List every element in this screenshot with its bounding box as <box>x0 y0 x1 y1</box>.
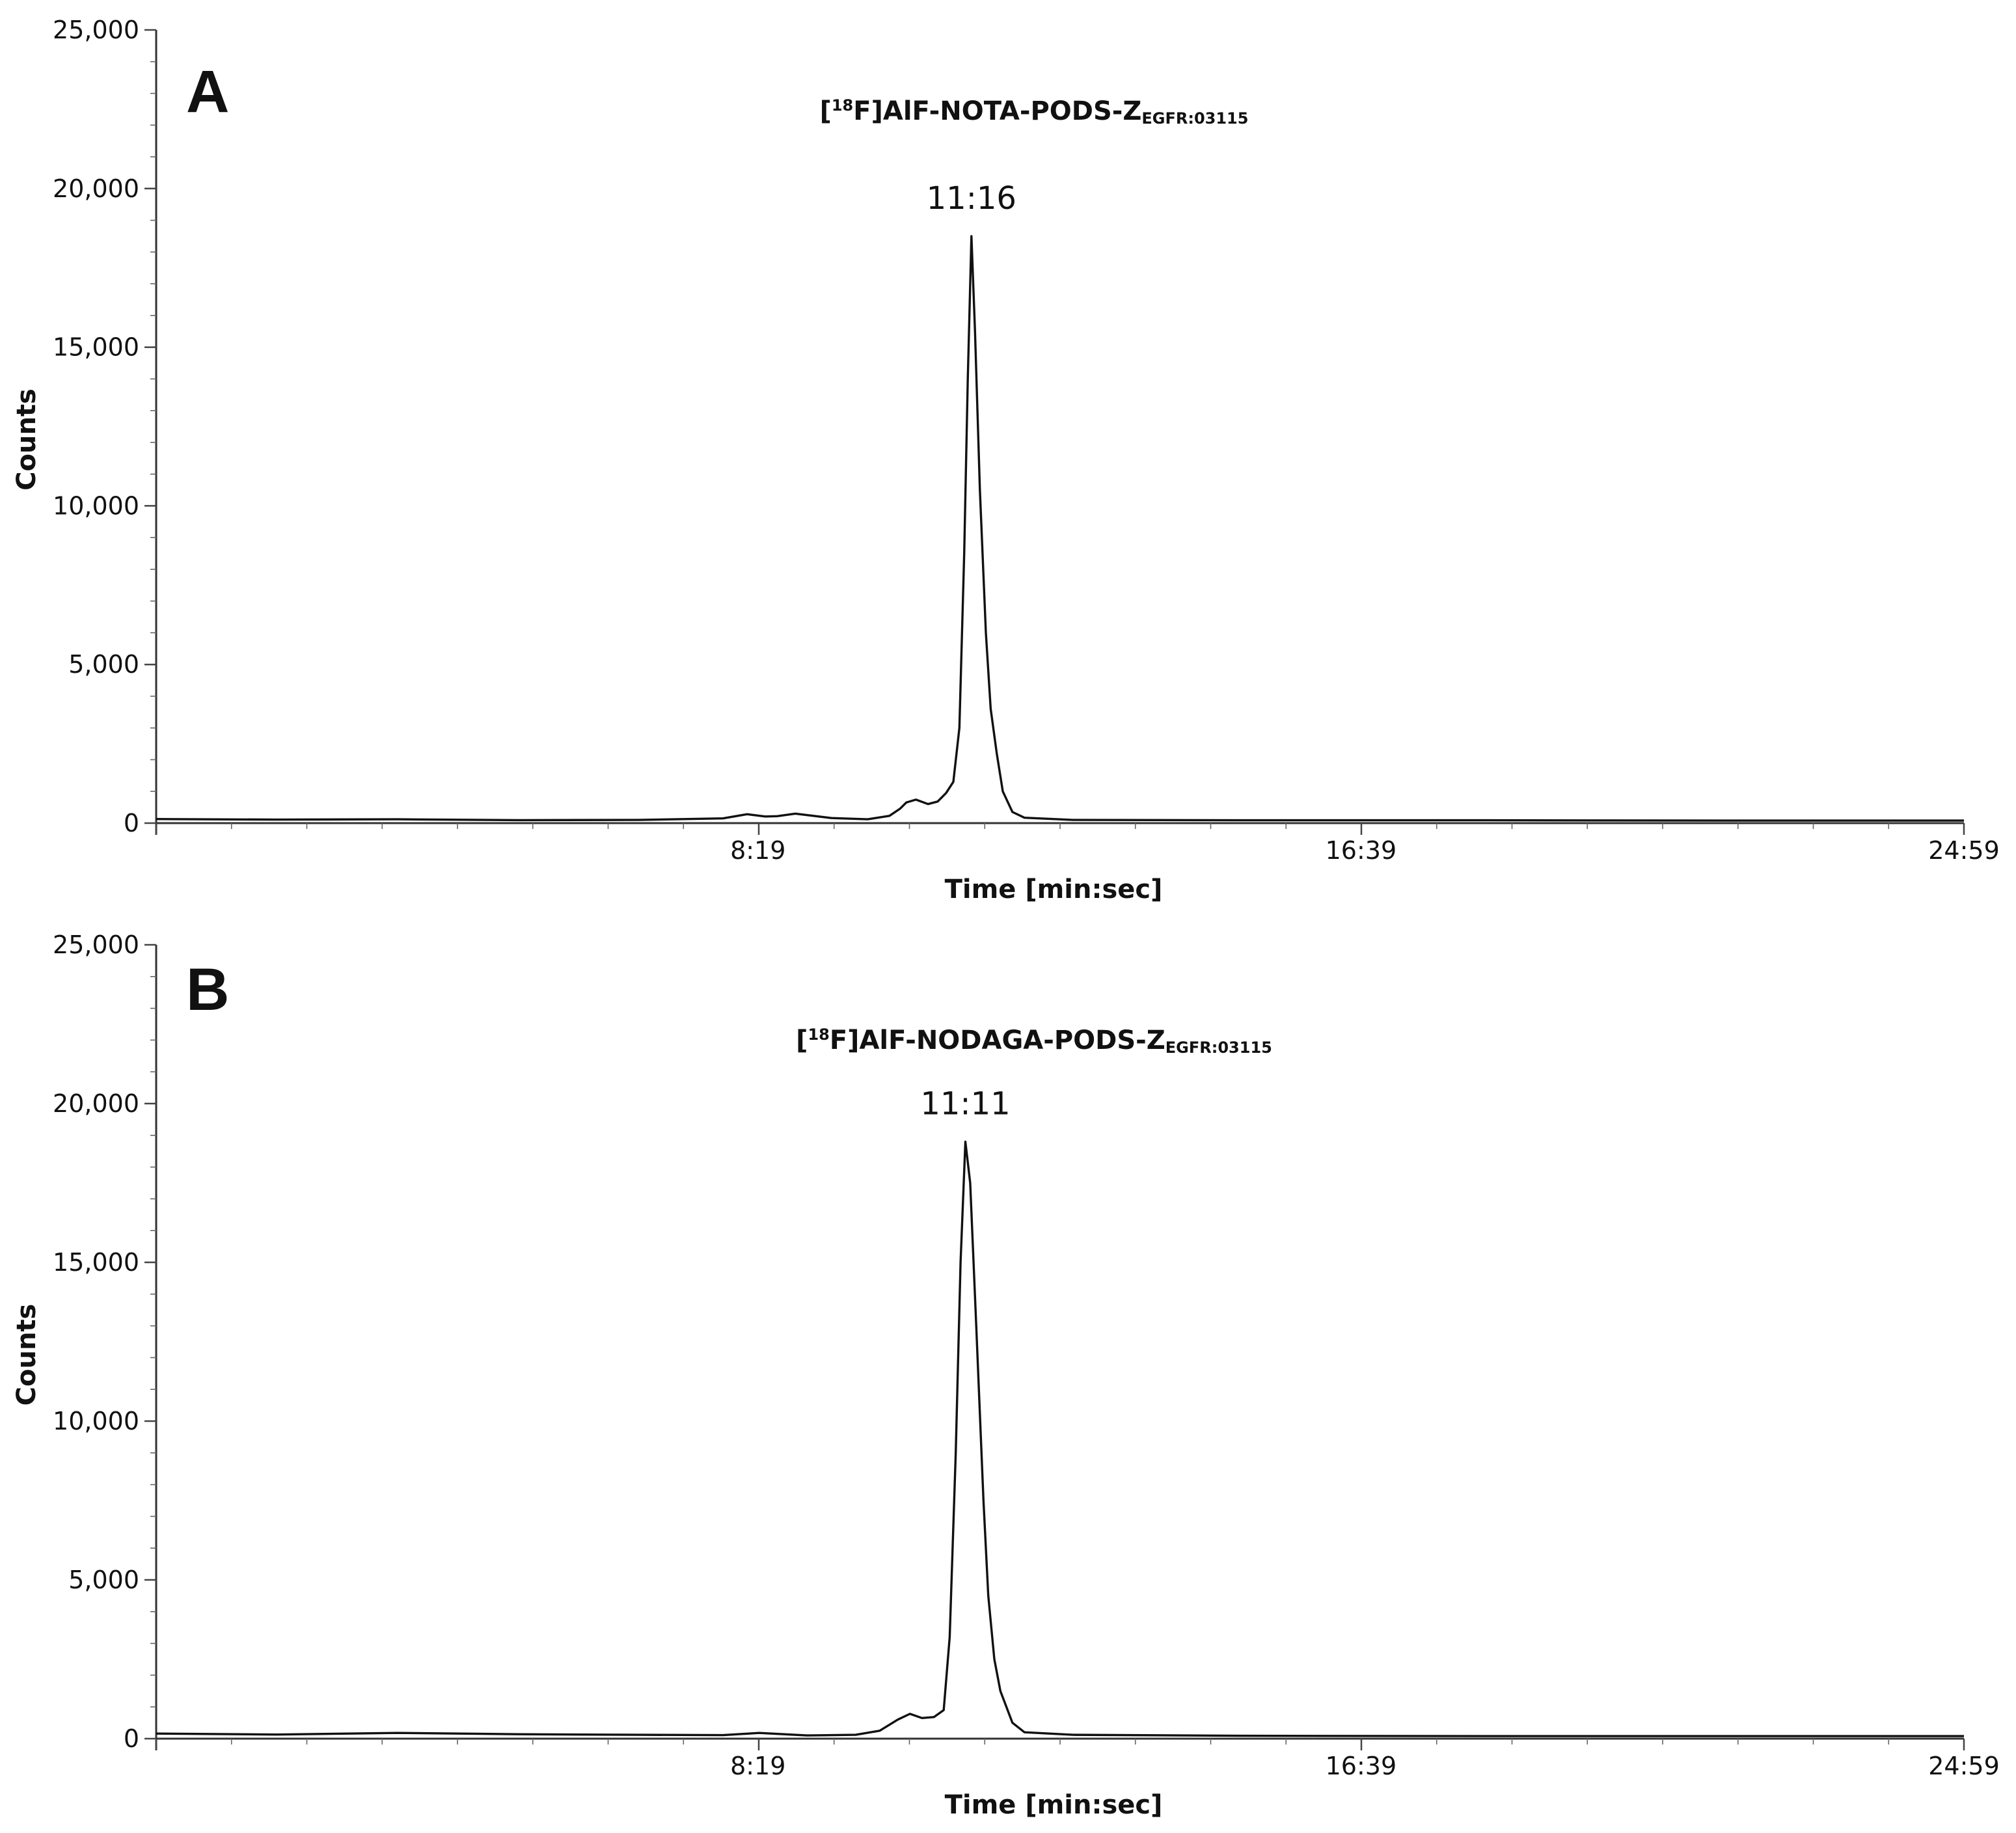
chart-panel-b: 0 5,000 10,000 15,000 20,000 25,000 8:19 16:39 2… <box>12 930 2000 1820</box>
y-tick-label: 0 <box>124 809 139 837</box>
y-axis-title: Counts <box>12 1304 42 1406</box>
x-axis-title: Time [min:sec] <box>945 875 1163 904</box>
x-tick-label: 16:39 <box>1326 836 1397 865</box>
x-axis-title: Time [min:sec] <box>945 1790 1163 1820</box>
chromatogram-trace <box>156 1140 1964 1737</box>
y-tick-label: 15,000 <box>53 1248 139 1277</box>
y-tick-label: 5,000 <box>68 650 139 679</box>
y-tick-label: 25,000 <box>53 930 139 959</box>
peak-label: 11:11 <box>920 1086 1010 1122</box>
x-tick-label: 24:59 <box>1928 1752 2000 1780</box>
peak-label: 11:16 <box>927 180 1016 217</box>
chart-panel-a: 0 5,000 10,000 15,000 20,000 25,000 8:19 16:39 2… <box>12 16 2000 904</box>
y-axis-title: Counts <box>12 388 42 491</box>
chart-title: [18F]AlF-NOTA-PODS-ZEGFR:03115 <box>820 96 1249 128</box>
y-tick-label: 25,000 <box>53 16 139 44</box>
y-tick-label: 20,000 <box>53 174 139 203</box>
x-tick-label: 16:39 <box>1326 1752 1397 1780</box>
y-tick-label: 0 <box>124 1724 139 1753</box>
x-tick-label: 8:19 <box>730 836 785 865</box>
x-tick-label: 24:59 <box>1928 836 2000 865</box>
x-tick-label: 8:19 <box>730 1752 785 1780</box>
y-tick-label: 15,000 <box>53 333 139 362</box>
panel-letter: B <box>186 957 229 1023</box>
chromatogram-trace <box>156 235 1964 822</box>
y-tick-label: 5,000 <box>68 1566 139 1594</box>
y-tick-label: 10,000 <box>53 1407 139 1435</box>
panel-letter: A <box>186 59 229 125</box>
y-tick-label: 20,000 <box>53 1089 139 1118</box>
y-tick-label: 10,000 <box>53 491 139 520</box>
chart-title: [18F]AlF-NODAGA-PODS-ZEGFR:03115 <box>796 1025 1272 1057</box>
